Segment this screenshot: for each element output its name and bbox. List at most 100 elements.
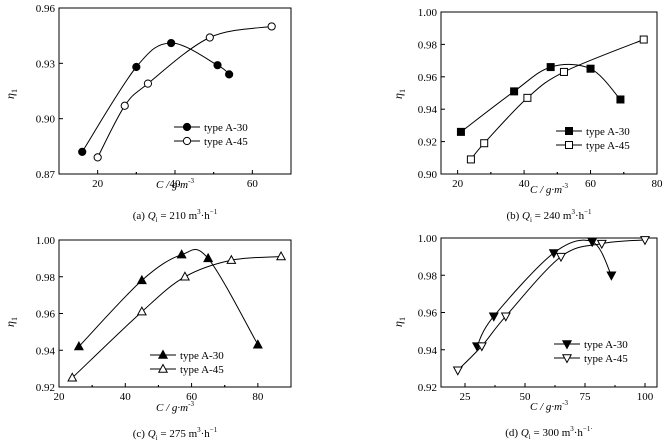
y-tick-label: 0.87 bbox=[36, 169, 56, 181]
x-tick-label: 80 bbox=[652, 178, 664, 190]
y-tick-label: 0.92 bbox=[36, 382, 55, 394]
series-line-2 bbox=[71, 256, 282, 379]
y-tick-label: 0.90 bbox=[418, 169, 438, 181]
data-point-series-2 bbox=[555, 252, 567, 263]
legend-marker bbox=[565, 127, 573, 135]
y-tick-label: 0.94 bbox=[418, 345, 438, 357]
legend-marker bbox=[561, 340, 573, 350]
legend-marker bbox=[561, 354, 573, 364]
x-tick-label: 75 bbox=[580, 391, 592, 403]
y-tick-label: 1.00 bbox=[36, 235, 56, 247]
legend-marker bbox=[182, 122, 192, 132]
y-tick-label: 0.96 bbox=[418, 308, 438, 320]
panel-caption: (b) Qi = 240 m3·h−1 bbox=[506, 208, 592, 224]
x-tick-label: 60 bbox=[247, 178, 259, 190]
y-axis-label: η1 bbox=[391, 317, 407, 327]
legend-label: type A-45 bbox=[204, 136, 248, 148]
chart-panel-a: 20 40 60 0.87 0.90 0.93 0.96 η1 C / g·m-3 (a) Qi … bbox=[3, 3, 292, 224]
x-tick-label: 60 bbox=[186, 391, 198, 403]
chart-panel-d: 25 50 75 100 0.92 0.94 0.96 0.98 1.00 η1 C / g·m-3… bbox=[391, 233, 658, 441]
y-tick-label: 0.94 bbox=[36, 345, 56, 357]
data-point-series-1 bbox=[456, 127, 465, 136]
data-point-series-2 bbox=[226, 254, 237, 264]
y-tick-label: 0.92 bbox=[418, 137, 437, 149]
data-point-series-2 bbox=[179, 271, 190, 281]
x-axis-label: C / g·m-3 bbox=[156, 177, 194, 191]
x-tick-label: 40 bbox=[519, 178, 531, 190]
data-point-series-1 bbox=[587, 238, 598, 248]
legend-marker bbox=[157, 349, 169, 359]
legend-label: type A-45 bbox=[180, 364, 224, 376]
data-point-series-2 bbox=[452, 366, 463, 376]
legend-marker bbox=[182, 136, 192, 146]
legend-label: type A-30 bbox=[586, 126, 630, 138]
data-point-series-2 bbox=[67, 372, 78, 382]
data-point-series-2 bbox=[596, 239, 607, 250]
x-tick-label: 50 bbox=[520, 391, 532, 403]
x-tick-label: 40 bbox=[170, 178, 182, 190]
chart-panel-b: 20 40 60 80 0.90 0.92 0.94 0.96 0.98 1.00 η1 C / g·… bbox=[391, 7, 663, 224]
y-tick-label: 0.96 bbox=[36, 3, 56, 15]
x-tick-label: 20 bbox=[54, 391, 66, 403]
data-point-series-1 bbox=[225, 70, 234, 79]
y-tick-label: 0.93 bbox=[36, 58, 56, 70]
chart-panel-c: 20 40 60 80 0.92 0.94 0.96 0.98 1.00 η1 C / g·m-3 (… bbox=[3, 235, 292, 442]
y-tick-label: 0.90 bbox=[36, 114, 56, 126]
x-tick-label: 100 bbox=[637, 391, 654, 403]
x-tick-label: 20 bbox=[92, 178, 104, 190]
data-point-series-1 bbox=[586, 64, 595, 73]
data-point-series-2 bbox=[523, 93, 532, 102]
y-tick-label: 0.98 bbox=[36, 272, 56, 284]
legend-marker bbox=[565, 141, 573, 149]
data-point-series-2 bbox=[639, 35, 648, 44]
y-tick-label: 0.96 bbox=[418, 72, 438, 84]
data-point-series-2 bbox=[120, 101, 129, 110]
y-axis-label: η1 bbox=[3, 317, 19, 327]
x-tick-label: 20 bbox=[452, 178, 464, 190]
x-tick-label: 60 bbox=[585, 178, 597, 190]
legend-label: type A-45 bbox=[584, 353, 628, 365]
x-axis-label: C / g·m-3 bbox=[530, 399, 568, 413]
y-tick-label: 0.94 bbox=[418, 104, 438, 116]
data-point-series-2 bbox=[267, 22, 276, 31]
series-line-1 bbox=[78, 249, 259, 347]
data-point-series-2 bbox=[205, 33, 214, 42]
data-point-series-2 bbox=[276, 250, 287, 261]
data-point-series-2 bbox=[93, 153, 102, 162]
panel-caption: (a) Qi = 210 m3·h−1 bbox=[133, 208, 218, 224]
y-axis-label: η1 bbox=[3, 89, 19, 99]
legend-label: type A-30 bbox=[180, 350, 224, 362]
data-point-series-2 bbox=[466, 155, 475, 164]
y-tick-label: 1.00 bbox=[418, 7, 438, 19]
legend-label: type A-30 bbox=[204, 122, 248, 134]
data-point-series-1 bbox=[213, 61, 222, 70]
data-point-series-1 bbox=[616, 95, 625, 104]
y-tick-label: 0.98 bbox=[418, 270, 438, 282]
data-point-series-2 bbox=[136, 306, 147, 316]
y-axis-label: η1 bbox=[391, 89, 407, 99]
x-tick-label: 40 bbox=[120, 391, 132, 403]
y-tick-label: 0.92 bbox=[418, 382, 437, 394]
data-point-series-1 bbox=[252, 339, 263, 349]
data-point-series-1 bbox=[136, 274, 147, 285]
data-point-series-2 bbox=[559, 67, 568, 76]
data-point-series-1 bbox=[176, 249, 187, 259]
y-tick-label: 0.96 bbox=[36, 309, 56, 321]
legend-marker bbox=[157, 363, 169, 373]
data-point-series-1 bbox=[167, 38, 176, 48]
plot-frame bbox=[440, 11, 658, 175]
x-tick-label: 25 bbox=[460, 391, 472, 403]
panel-caption: (c) Qi = 275 m3·h−1 bbox=[133, 426, 218, 442]
legend-label: type A-45 bbox=[586, 140, 630, 152]
data-point-series-2 bbox=[500, 312, 511, 322]
data-point-series-2 bbox=[476, 342, 487, 352]
x-axis-label: C / g·m-3 bbox=[156, 400, 194, 414]
y-tick-label: 1.00 bbox=[418, 233, 438, 245]
data-point-series-1 bbox=[132, 62, 141, 72]
data-point-series-2 bbox=[480, 139, 489, 148]
data-point-series-1 bbox=[73, 341, 84, 351]
plot-frame bbox=[58, 239, 292, 388]
data-point-series-1 bbox=[203, 252, 214, 263]
data-point-series-2 bbox=[143, 79, 153, 88]
